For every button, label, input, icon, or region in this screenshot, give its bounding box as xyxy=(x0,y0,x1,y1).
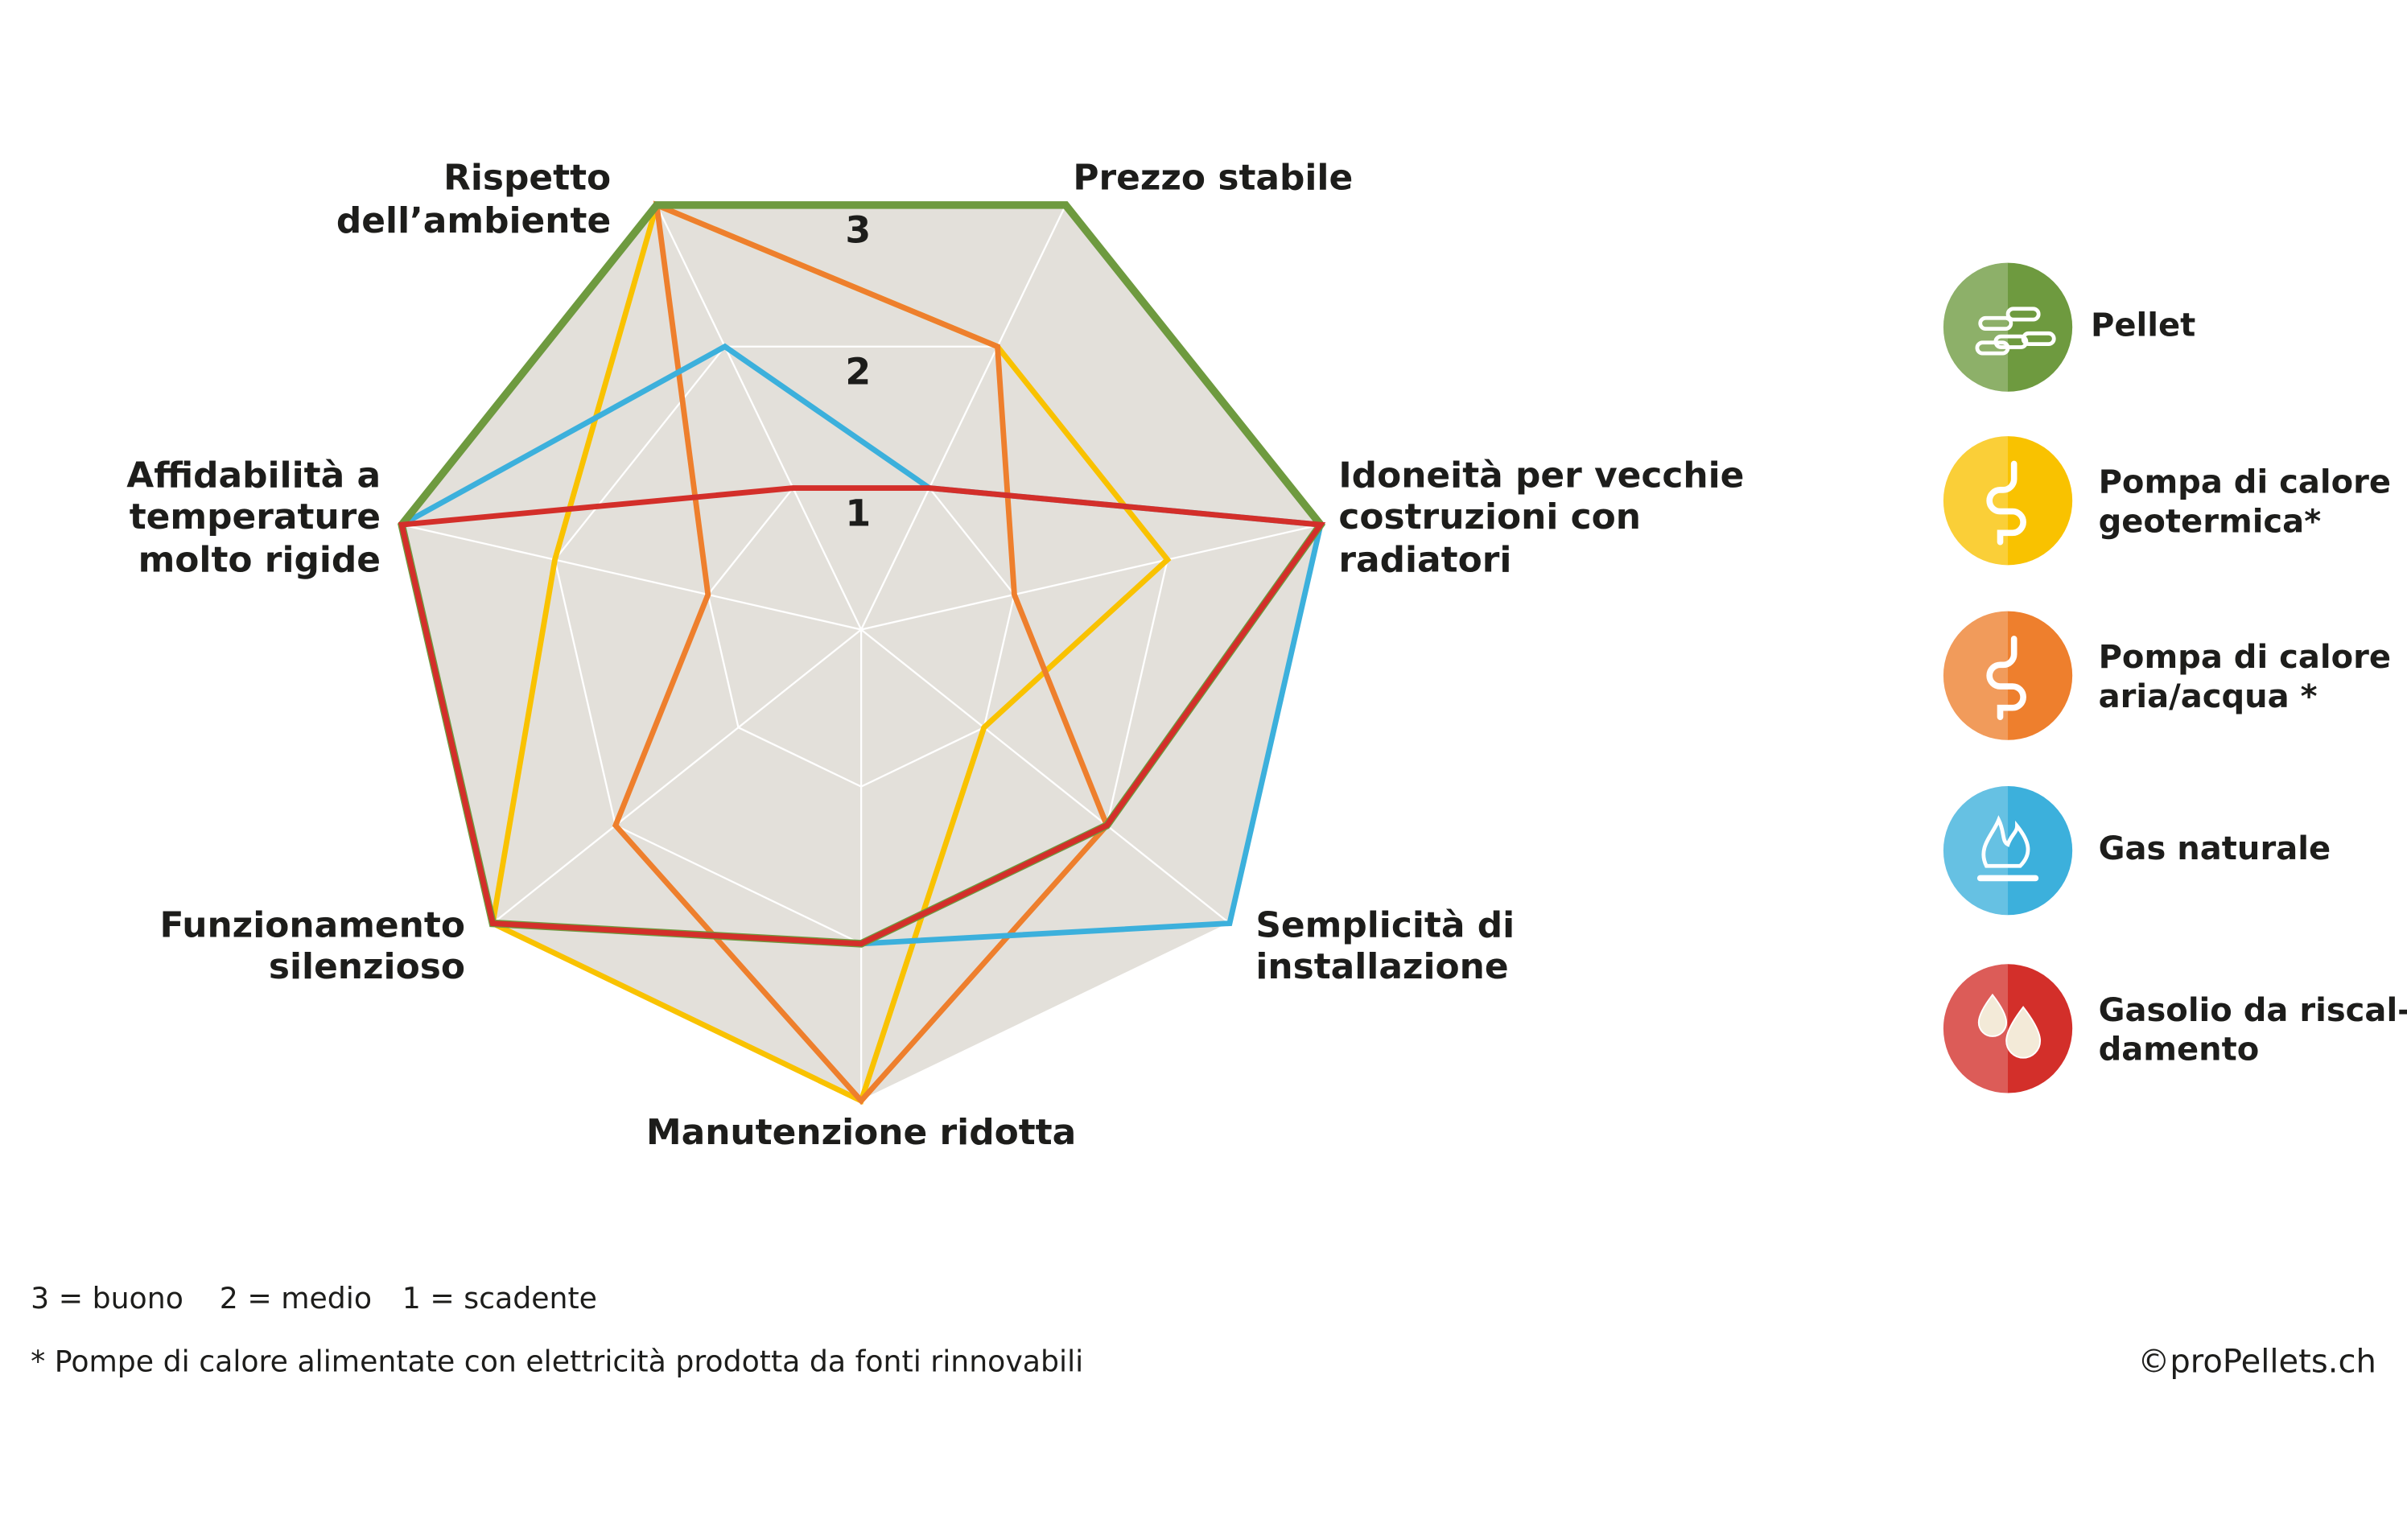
category-label: radiatori xyxy=(1338,540,1511,581)
icon xyxy=(2021,331,2056,347)
category-label: Rispetto xyxy=(443,158,611,199)
legend-label: geotermica* xyxy=(2099,503,2322,540)
spoke xyxy=(860,524,1321,631)
category-label: Idoneità per vecchie xyxy=(1338,455,1744,496)
icon xyxy=(1986,636,2026,721)
legend-item: Gasolio da riscal-damento xyxy=(1943,964,2407,1093)
series-line xyxy=(612,200,1111,1106)
legend-label: Pompa di calore xyxy=(2099,639,2391,676)
legend-label: Gasolio da riscal- xyxy=(2099,992,2407,1029)
category-label: installazione xyxy=(1255,946,1508,987)
r-tick-label: 1 xyxy=(845,492,871,534)
scale-note: 3 = buono xyxy=(31,1281,183,1316)
icon xyxy=(2005,1006,2042,1059)
legend-label: aria/acqua * xyxy=(2099,678,2318,715)
legend-item: Gas naturale xyxy=(1943,786,2331,916)
category-label: molto rigide xyxy=(138,540,381,581)
icon xyxy=(2005,307,2041,322)
icon xyxy=(1978,315,2013,331)
scale-note: 1 = scadente xyxy=(402,1281,597,1316)
legend-swatch xyxy=(1943,786,2073,916)
footnote: * Pompe di calore alimentate con elettri… xyxy=(31,1344,1083,1378)
spoke xyxy=(860,628,1230,924)
spoke xyxy=(492,628,862,924)
r-tick-label: 3 xyxy=(845,209,871,252)
spoke xyxy=(401,524,862,631)
scale-note: 2 = medio xyxy=(220,1281,372,1316)
category-label: temperature xyxy=(130,496,381,537)
icon xyxy=(1977,993,2008,1037)
series-line xyxy=(489,201,1172,1105)
legend-swatch-shade xyxy=(1943,611,2009,740)
icon xyxy=(1975,340,2010,356)
credit: ©proPellets.ch xyxy=(2137,1343,2376,1380)
grid-ring xyxy=(707,487,1016,788)
category-label: Funzionamento xyxy=(159,905,465,946)
grid-ring xyxy=(554,345,1168,945)
spoke xyxy=(656,204,863,630)
legend-swatch xyxy=(1943,611,2073,740)
category-label: costruzioni con xyxy=(1338,496,1641,537)
category-label: Affidabilità a xyxy=(126,455,381,496)
legend-item: Pellet xyxy=(1943,262,2195,392)
category-label: Manutenzione ridotta xyxy=(646,1112,1076,1153)
legend-label: Pellet xyxy=(2091,307,2195,344)
legend-swatch-shade xyxy=(1943,436,2009,566)
series-line xyxy=(398,485,1326,947)
category-label: silenzioso xyxy=(269,946,465,987)
spoke xyxy=(860,204,1067,630)
category-label: dell’ambiente xyxy=(336,200,611,241)
legend-label: damento xyxy=(2099,1031,2260,1069)
icon xyxy=(1981,815,2030,868)
category-label: Semplicità di xyxy=(1255,905,1515,946)
r-tick-label: 2 xyxy=(845,351,871,393)
category-label: Prezzo stabile xyxy=(1073,158,1353,199)
legend-swatch xyxy=(1943,436,2073,566)
icon xyxy=(1986,460,2026,546)
legend-swatch-shade xyxy=(1943,262,2009,392)
legend-swatch xyxy=(1943,964,2073,1093)
legend-swatch-shade xyxy=(1943,786,2009,916)
legend-label: Gas naturale xyxy=(2099,830,2331,867)
legend-label: Pompa di calore xyxy=(2099,464,2391,501)
